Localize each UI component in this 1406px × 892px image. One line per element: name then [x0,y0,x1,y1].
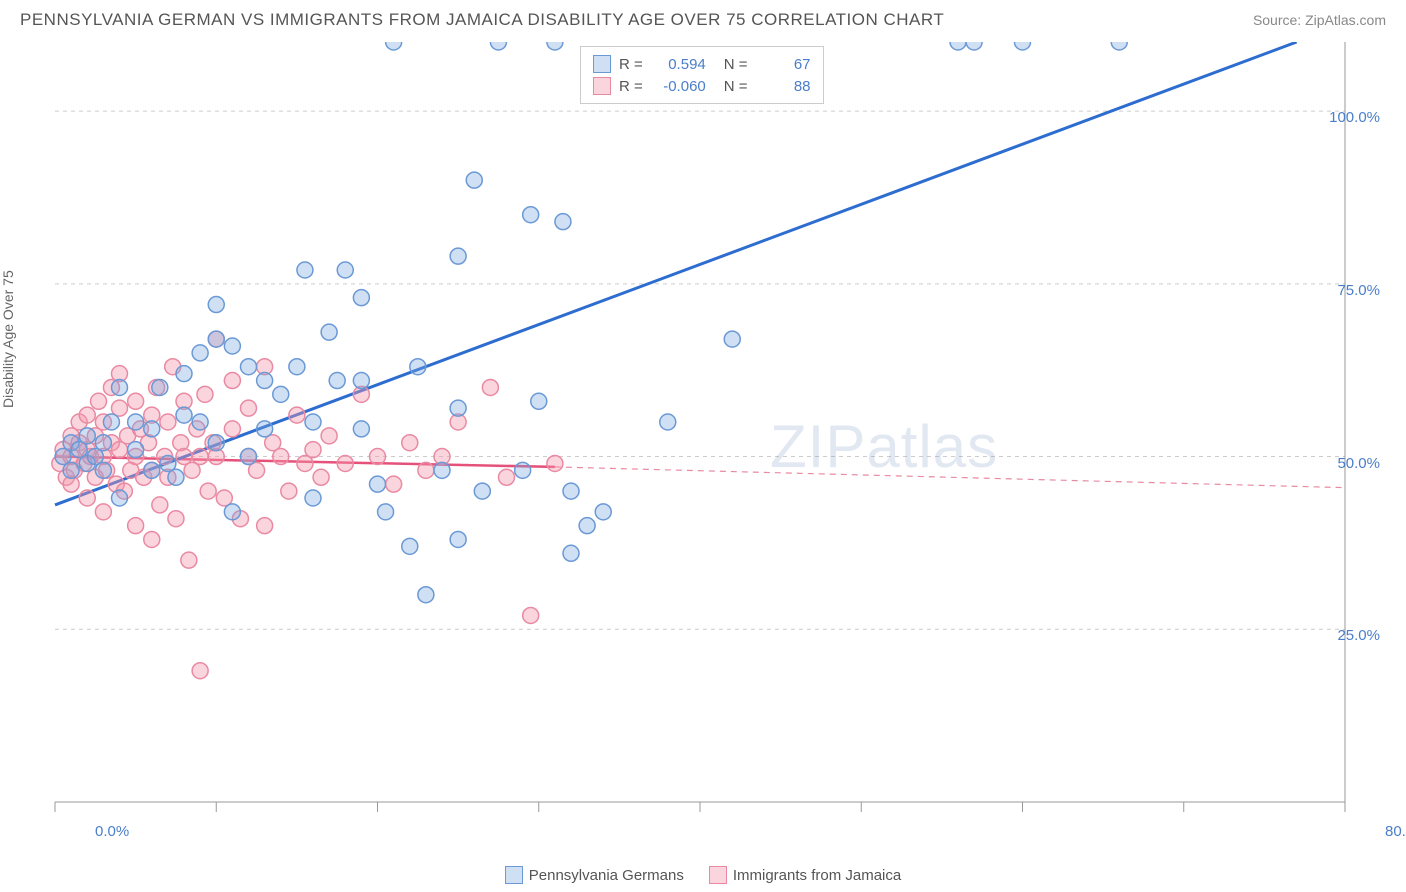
n-label: N = [724,56,748,73]
y-tick-label: 75.0% [1337,282,1380,299]
x-tick-label: 0.0% [95,823,129,840]
y-tick-label: 25.0% [1337,627,1380,644]
legend-item: Pennsylvania Germans [505,866,684,884]
chart-header: PENNSYLVANIA GERMAN VS IMMIGRANTS FROM J… [0,0,1406,35]
legend-item: Immigrants from Jamaica [709,866,901,884]
series-swatch-icon [709,866,727,884]
y-tick-label: 50.0% [1337,455,1380,472]
n-value: 88 [756,78,811,95]
y-axis-label: Disability Age Over 75 [0,270,16,408]
r-label: R = [619,78,643,95]
correlation-stats-box: R = 0.594 N = 67 R = -0.060 N = 88 [580,46,824,104]
n-label: N = [724,78,748,95]
stats-row: R = 0.594 N = 67 [593,53,811,75]
series-swatch-icon [593,55,611,73]
series-swatch-icon [593,77,611,95]
x-tick-label: 80.0% [1385,823,1406,840]
y-tick-label: 100.0% [1329,109,1380,126]
chart-title: PENNSYLVANIA GERMAN VS IMMIGRANTS FROM J… [20,10,944,30]
scatter-chart [50,42,1390,812]
r-label: R = [619,56,643,73]
series-swatch-icon [505,866,523,884]
footer-legend: Pennsylvania Germans Immigrants from Jama… [0,866,1406,884]
legend-label: Immigrants from Jamaica [733,867,901,884]
n-value: 67 [756,56,811,73]
chart-source: Source: ZipAtlas.com [1253,12,1386,28]
stats-row: R = -0.060 N = 88 [593,75,811,97]
r-value: -0.060 [651,78,706,95]
legend-label: Pennsylvania Germans [529,867,684,884]
r-value: 0.594 [651,56,706,73]
chart-area: R =0.594N =67R =-0.060N =88 ZIPatlas 25.… [50,42,1390,812]
